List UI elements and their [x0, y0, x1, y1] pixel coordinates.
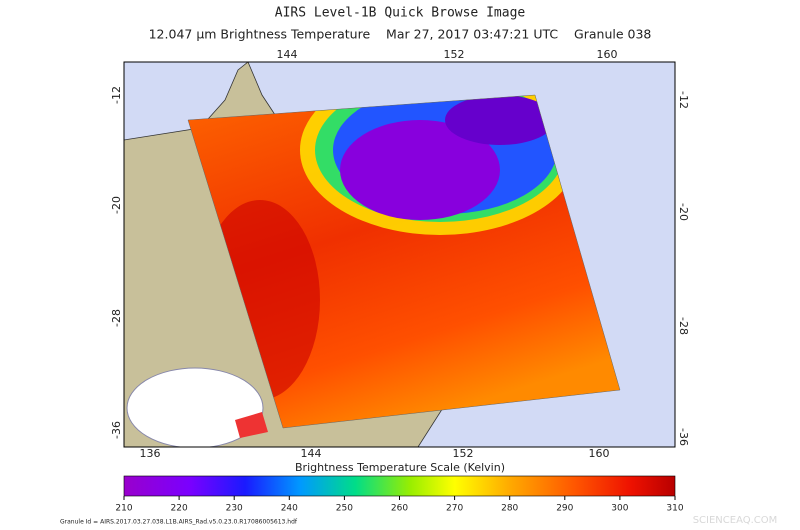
lon-label: 136 [140, 447, 161, 460]
colorbar-tick-label: 240 [281, 504, 298, 514]
granule-id: Granule Id = AIRS.2017.03.27.038.L1B.AIR… [60, 519, 298, 526]
colorbar [123, 475, 676, 497]
colorbar-tick-label: 220 [171, 504, 188, 514]
lat-label: -36 [677, 428, 690, 446]
subtitle: 12.047 µm Brightness Temperature Mar 27,… [149, 27, 652, 42]
colorbar-tick-label: 250 [336, 504, 353, 514]
lon-label: 152 [444, 48, 465, 61]
colorbar-tick-label: 310 [666, 504, 683, 514]
lat-label: -12 [677, 91, 690, 109]
map [124, 62, 675, 447]
map-frame [123, 61, 676, 448]
watermark: SCIENCEAQ.COM [693, 515, 778, 526]
inset-marker [235, 412, 268, 438]
lon-label: 160 [589, 447, 610, 460]
colorbar-tick-label: 300 [611, 504, 628, 514]
lat-label: -20 [110, 196, 123, 214]
lon-label: 152 [453, 447, 474, 460]
colorbar-tick-label: 260 [391, 504, 408, 514]
colorbar-tick-label: 270 [446, 504, 463, 514]
lon-label: 144 [277, 48, 298, 61]
lat-label: -20 [677, 203, 690, 221]
lat-label: -12 [110, 86, 123, 104]
lat-label: -28 [110, 309, 123, 327]
colorbar-label: Brightness Temperature Scale (Kelvin) [295, 461, 505, 474]
colorbar-tick-label: 290 [556, 504, 573, 514]
lat-label: -36 [110, 421, 123, 439]
lon-label: 144 [301, 447, 322, 460]
title: AIRS Level-1B Quick Browse Image [275, 6, 526, 21]
globe-inset [126, 367, 264, 447]
colorbar-tick-label: 230 [226, 504, 243, 514]
lat-label: -28 [677, 317, 690, 335]
colorbar-tick-label: 280 [501, 504, 518, 514]
colorbar-tick-label: 210 [115, 504, 132, 514]
lon-label: 160 [597, 48, 618, 61]
